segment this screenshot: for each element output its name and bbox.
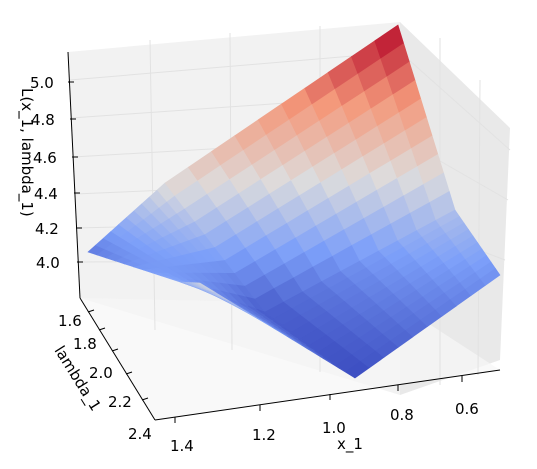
y-tick-label: 1.6 [58, 312, 82, 330]
z-axis: 5.0 4.8 4.6 4.4 4.2 4.0 L(x_1, lambda_1) [17, 74, 83, 272]
z-tick-label: 4.6 [33, 149, 57, 167]
y-tick-label: 2.4 [128, 425, 152, 443]
z-tick-label: 4.8 [31, 111, 55, 129]
z-tick-label: 4.0 [36, 254, 60, 272]
z-axis-line [67, 51, 81, 299]
x-axis: 1.4 1.2 1.0 0.8 0.6 x_1 [170, 376, 479, 455]
x-tick-label: 1.2 [252, 426, 276, 444]
y-tick-label: 2.2 [108, 393, 132, 411]
z-tick-label: 4.4 [34, 185, 58, 203]
x-tick-label: 0.8 [390, 406, 414, 424]
z-tick-label: 4.2 [35, 220, 59, 238]
x-axis-line [154, 369, 501, 421]
surface-mesh [87, 24, 501, 379]
x-tick-label: 1.0 [322, 419, 346, 437]
x-tick-label: 1.4 [170, 437, 194, 455]
x-tick-label: 0.6 [455, 400, 479, 418]
x-axis-label: x_1 [337, 435, 363, 454]
y-tick-label: 1.8 [73, 335, 97, 353]
surface-patch [480, 268, 501, 286]
z-tick-label: 5.0 [30, 74, 54, 92]
z-axis-label: L(x_1, lambda_1) [17, 88, 36, 217]
y-tick-label: 2.0 [89, 364, 113, 382]
